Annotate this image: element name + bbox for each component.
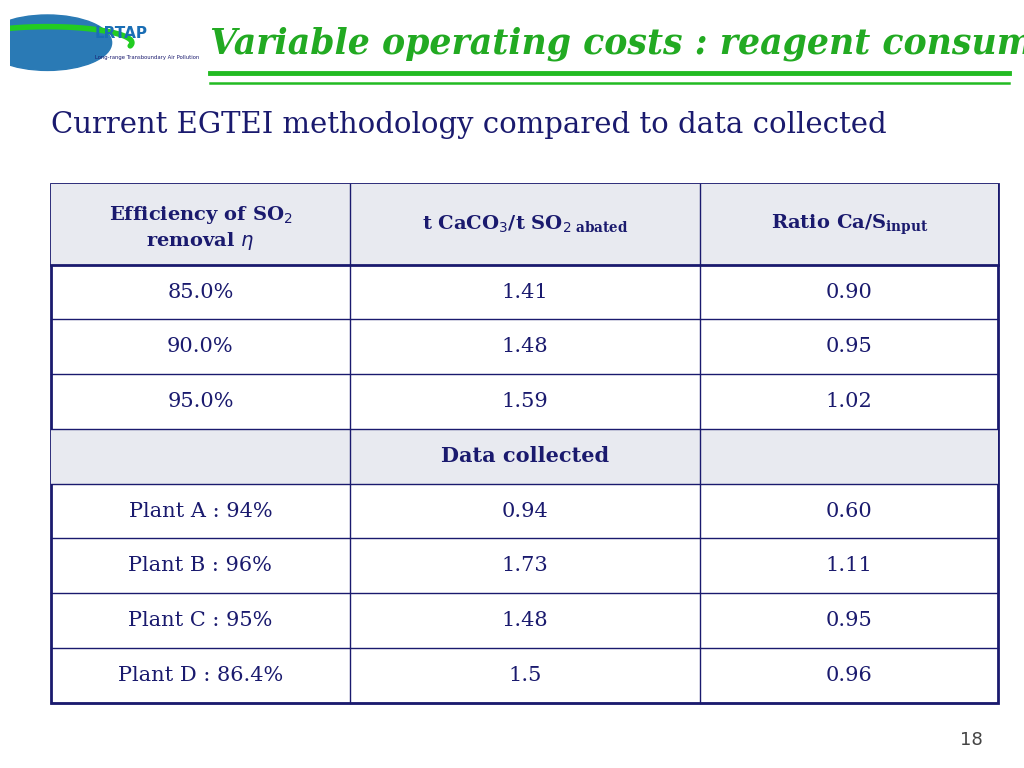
Text: t CaCO$_3$/t SO$_{2\ \mathregular{abated}}$: t CaCO$_3$/t SO$_{2\ \mathregular{abated… <box>422 214 628 235</box>
Circle shape <box>0 15 112 71</box>
Text: Plant B : 96%: Plant B : 96% <box>128 556 272 575</box>
Text: Plant C : 95%: Plant C : 95% <box>128 611 272 630</box>
Text: 95.0%: 95.0% <box>167 392 233 411</box>
Text: Long-range Transboundary Air Pollution: Long-range Transboundary Air Pollution <box>94 55 199 60</box>
Text: 1.11: 1.11 <box>825 556 872 575</box>
Text: Current EGTEI methodology compared to data collected: Current EGTEI methodology compared to da… <box>51 111 887 139</box>
Text: 0.60: 0.60 <box>825 502 872 521</box>
Text: 1.48: 1.48 <box>502 611 548 630</box>
Text: Ratio Ca/S$_{\mathregular{input}}$: Ratio Ca/S$_{\mathregular{input}}$ <box>770 212 928 237</box>
Text: Plant D : 86.4%: Plant D : 86.4% <box>118 666 283 685</box>
Text: 1.48: 1.48 <box>502 337 548 356</box>
Text: Plant A : 94%: Plant A : 94% <box>129 502 272 521</box>
Text: 0.94: 0.94 <box>502 502 548 521</box>
Text: 0.96: 0.96 <box>825 666 872 685</box>
Text: 1.41: 1.41 <box>502 283 548 302</box>
Text: 1.5: 1.5 <box>508 666 542 685</box>
Text: 1.59: 1.59 <box>502 392 548 411</box>
Text: 1.02: 1.02 <box>825 392 872 411</box>
Text: 1.73: 1.73 <box>502 556 548 575</box>
Text: 18: 18 <box>961 731 983 749</box>
Text: 0.95: 0.95 <box>825 611 872 630</box>
Text: 85.0%: 85.0% <box>167 283 233 302</box>
Text: 90.0%: 90.0% <box>167 337 233 356</box>
Text: LRTAP: LRTAP <box>94 25 147 41</box>
Text: Data collected: Data collected <box>440 446 609 466</box>
Text: Variable operating costs : reagent consumption: Variable operating costs : reagent consu… <box>210 27 1024 61</box>
Text: 0.95: 0.95 <box>825 337 872 356</box>
Text: 0.90: 0.90 <box>825 283 872 302</box>
Text: Efficiency of SO$_2$: Efficiency of SO$_2$ <box>109 204 292 226</box>
Text: removal $\eta$: removal $\eta$ <box>146 230 255 253</box>
